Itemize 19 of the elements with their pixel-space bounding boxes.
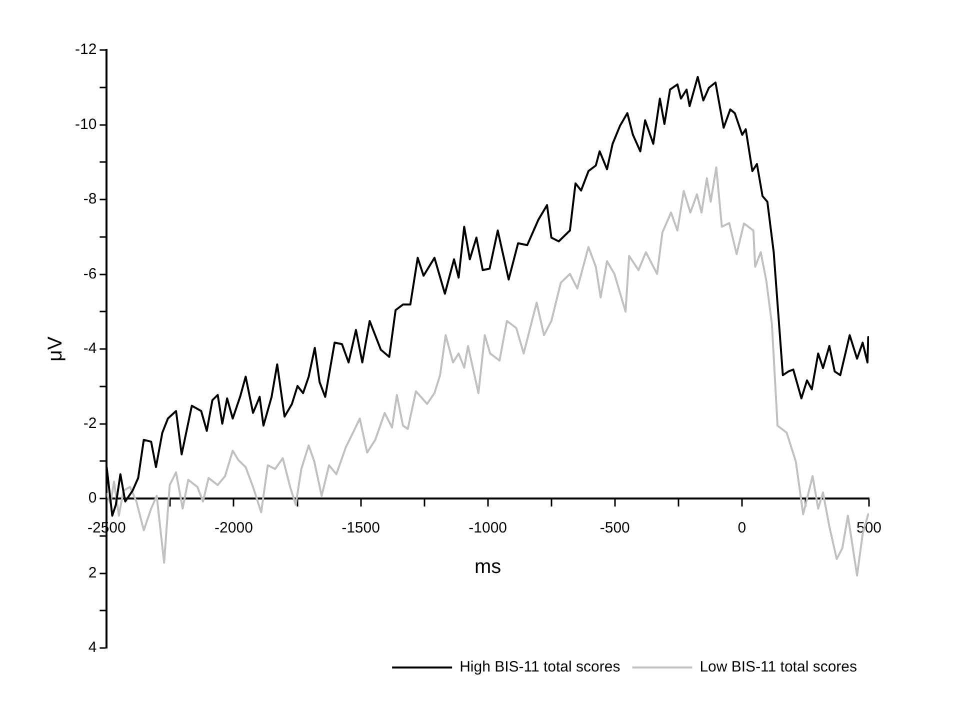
legend-label: Low BIS-11 total scores: [700, 658, 857, 676]
x-tick-label: 0: [738, 520, 746, 537]
x-tick-label: -500: [600, 520, 630, 537]
y-tick-label: -12: [74, 41, 97, 58]
y-axis-title: μV: [44, 336, 67, 362]
y-tick-label: -8: [83, 190, 97, 208]
x-tick-label: -2000: [214, 520, 253, 537]
y-tick-label: -2: [83, 414, 97, 432]
y-tick-label: -10: [74, 116, 97, 133]
x-tick-label: -1000: [468, 520, 508, 537]
legend-label: High BIS-11 total scores: [460, 658, 620, 676]
x-tick-label: 500: [856, 520, 882, 537]
x-axis-title: ms: [474, 556, 502, 578]
y-tick-label: 0: [88, 490, 97, 507]
y-tick-label: -4: [83, 340, 97, 358]
y-tick-label: 4: [88, 639, 97, 656]
y-tick-label: -6: [83, 265, 97, 282]
y-tick-label: 2: [88, 564, 97, 582]
x-tick-label: -1500: [342, 520, 380, 537]
